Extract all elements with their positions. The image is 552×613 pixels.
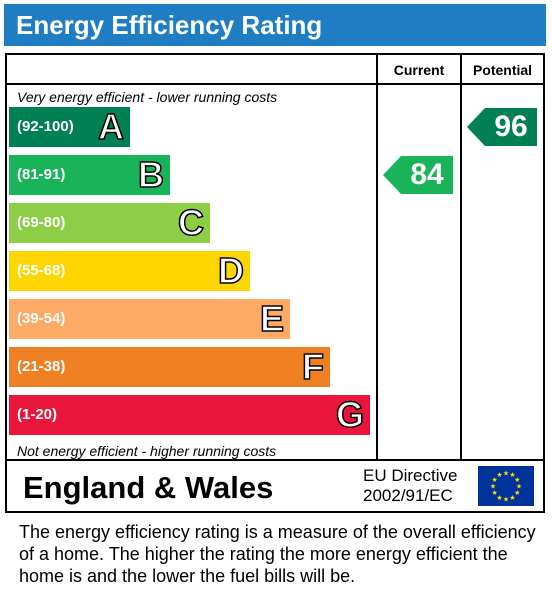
- band-range: (1-20): [17, 406, 58, 423]
- footer-box: England & Wales EU Directive 2002/91/EC …: [5, 461, 545, 513]
- directive-line-2: 2002/91/EC: [363, 486, 453, 505]
- header-divider: [7, 83, 543, 85]
- band-range: (55-68): [17, 262, 66, 279]
- star-icon: ★: [514, 489, 520, 497]
- band-letter: F: [301, 346, 325, 388]
- rating-chart: Current Potential Very energy efficient …: [5, 53, 545, 461]
- band-g: (1-20) G: [9, 394, 370, 436]
- current-rating-arrow: 84: [383, 156, 453, 194]
- page-title: Energy Efficiency Rating: [16, 10, 323, 40]
- rating-description: The energy efficiency rating is a measur…: [19, 522, 536, 586]
- band-letter: B: [137, 154, 165, 196]
- band-range: (69-80): [17, 214, 66, 231]
- band-c: (69-80) C: [9, 202, 210, 244]
- band-letter: G: [335, 394, 365, 436]
- directive-line-1: EU Directive: [363, 466, 458, 485]
- band-a: (92-100) A: [9, 106, 130, 148]
- potential-rating-value: 96: [494, 110, 528, 143]
- top-note: Very energy efficient - lower running co…: [17, 89, 278, 105]
- current-column-header: Current: [393, 62, 445, 78]
- band-letter: E: [259, 298, 285, 340]
- potential-column-divider: [460, 55, 462, 459]
- bottom-note: Not energy efficient - higher running co…: [17, 443, 277, 459]
- current-column-divider: [376, 55, 378, 459]
- band-letter: C: [177, 202, 205, 244]
- band-d: (55-68) D: [9, 250, 250, 292]
- potential-column-header: Potential: [472, 62, 533, 78]
- band-range: (81-91): [17, 166, 66, 183]
- potential-rating-arrow: 96: [467, 108, 537, 146]
- star-icon: ★: [503, 496, 509, 504]
- star-icon: ★: [516, 483, 522, 491]
- band-range: (92-100): [17, 118, 74, 135]
- star-icon: ★: [503, 470, 509, 478]
- star-icon: ★: [514, 476, 520, 484]
- region-label: England & Wales: [23, 470, 274, 505]
- title-bar: Energy Efficiency Rating: [4, 4, 546, 46]
- star-icon: ★: [509, 471, 515, 479]
- star-icon: ★: [490, 483, 496, 491]
- band-range: (21-38): [17, 358, 66, 375]
- band-letter: A: [97, 106, 125, 148]
- band-letter: D: [217, 250, 245, 292]
- star-icon: ★: [492, 489, 498, 497]
- star-icon: ★: [492, 476, 498, 484]
- band-e: (39-54) E: [9, 298, 290, 340]
- star-icon: ★: [496, 494, 502, 502]
- band-b: (81-91) B: [9, 154, 170, 196]
- star-icon: ★: [509, 494, 515, 502]
- band-f: (21-38) F: [9, 346, 330, 388]
- eu-flag-icon: ★ ★ ★ ★ ★ ★ ★ ★ ★ ★ ★ ★: [478, 466, 534, 506]
- eu-directive: EU Directive 2002/91/EC: [363, 466, 457, 506]
- band-range: (39-54): [17, 310, 66, 327]
- star-icon: ★: [496, 471, 502, 479]
- current-rating-value: 84: [410, 158, 444, 191]
